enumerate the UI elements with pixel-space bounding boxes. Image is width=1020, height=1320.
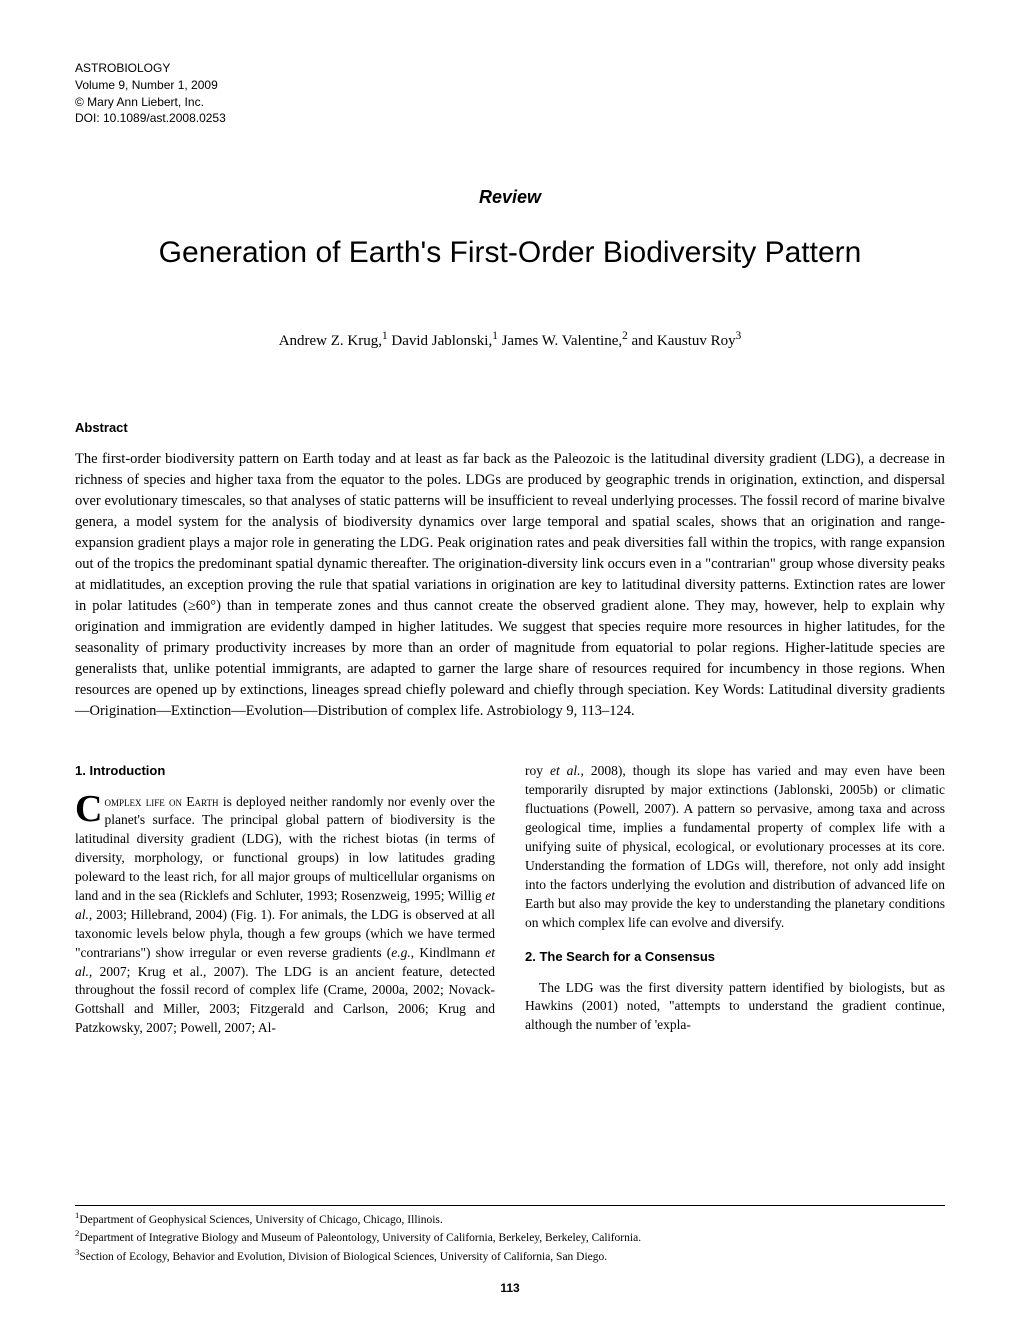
section-heading-search: 2. The Search for a Consensus — [525, 948, 945, 966]
abstract-heading: Abstract — [75, 420, 945, 435]
intro-paragraph-1: Complex life on Earth is deployed neithe… — [75, 793, 495, 1039]
intro-paragraph-cont: roy et al., 2008), though its slope has … — [525, 762, 945, 932]
footnote-1: 1Department of Geophysical Sciences, Uni… — [75, 1210, 945, 1228]
footnote-3: 3Section of Ecology, Behavior and Evolut… — [75, 1247, 945, 1265]
author-list: Andrew Z. Krug,1 David Jablonski,1 James… — [75, 330, 945, 350]
body-columns: 1. Introduction Complex life on Earth is… — [75, 762, 945, 1038]
journal-meta: ASTROBIOLOGY Volume 9, Number 1, 2009 © … — [75, 60, 945, 127]
right-column: roy et al., 2008), though its slope has … — [525, 762, 945, 1038]
section-heading-intro: 1. Introduction — [75, 762, 495, 780]
footnote-2: 2Department of Integrative Biology and M… — [75, 1228, 945, 1246]
page-number: 113 — [0, 1281, 1020, 1295]
abstract-body: The first-order biodiversity pattern on … — [75, 449, 945, 722]
abstract-section: Abstract The first-order biodiversity pa… — [75, 420, 945, 722]
copyright-line: © Mary Ann Liebert, Inc. — [75, 94, 945, 111]
doi-line: DOI: 10.1089/ast.2008.0253 — [75, 110, 945, 127]
article-type: Review — [75, 187, 945, 208]
journal-name: ASTROBIOLOGY — [75, 60, 945, 77]
search-paragraph-1: The LDG was the first diversity pattern … — [525, 979, 945, 1036]
article-title: Generation of Earth's First-Order Biodiv… — [75, 236, 945, 270]
footnotes: 1Department of Geophysical Sciences, Uni… — [75, 1205, 945, 1265]
volume-line: Volume 9, Number 1, 2009 — [75, 77, 945, 94]
left-column: 1. Introduction Complex life on Earth is… — [75, 762, 495, 1038]
